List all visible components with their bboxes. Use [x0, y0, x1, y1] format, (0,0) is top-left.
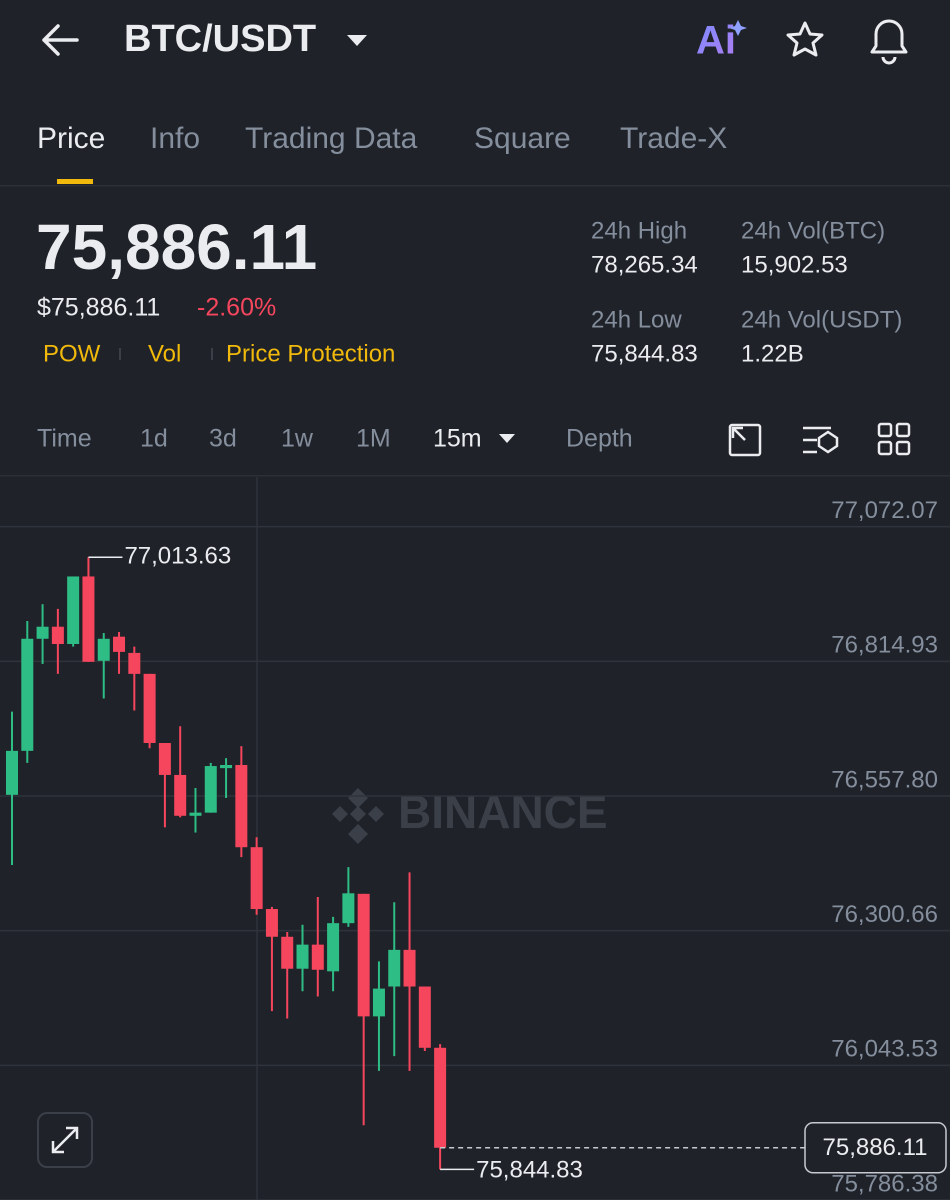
- ai-sparkle: [729, 20, 747, 36]
- ai-button[interactable]: Ai: [696, 19, 736, 63]
- candle-body: [97, 638, 110, 661]
- candle-body: [189, 812, 202, 816]
- candle-body: [357, 893, 370, 1017]
- pair-title[interactable]: BTC/USDT: [124, 18, 316, 60]
- candle-body: [67, 576, 80, 645]
- interval[interactable]: 3d: [209, 425, 237, 453]
- stat-value: 75,844.83: [591, 340, 698, 367]
- candle-body: [403, 949, 416, 987]
- divider: [0, 185, 950, 187]
- stat-label: 24h Vol(BTC): [741, 217, 885, 244]
- candle-body: [265, 909, 278, 937]
- candle-body: [21, 638, 34, 751]
- alert-button[interactable]: [870, 19, 908, 65]
- separator: [119, 348, 121, 360]
- candle-body: [158, 742, 171, 775]
- candle-body: [342, 893, 355, 924]
- tab[interactable]: Square: [474, 122, 571, 155]
- candle-body: [434, 1047, 447, 1148]
- candle-body: [143, 673, 156, 743]
- y-tick-label: 76,557.80: [831, 766, 938, 793]
- candle-body: [235, 764, 248, 848]
- candle-body: [6, 750, 18, 795]
- pair-dropdown[interactable]: [347, 35, 367, 46]
- separator: [211, 348, 213, 360]
- last-price: 75,886.11: [36, 211, 317, 283]
- interval[interactable]: 1M: [356, 425, 391, 453]
- y-tick-label: 75,786.38: [831, 1170, 938, 1197]
- candle-body: [250, 847, 263, 910]
- interval[interactable]: Depth: [566, 425, 633, 453]
- y-tick-label: 76,300.66: [831, 901, 938, 928]
- interval-dropdown[interactable]: [499, 434, 515, 443]
- tab[interactable]: Trading Data: [245, 122, 418, 155]
- stat-label: 24h Low: [591, 306, 682, 333]
- price-change: -2.60%: [197, 294, 276, 322]
- fullscreen-button[interactable]: [37, 1112, 93, 1168]
- favorite-button[interactable]: [786, 21, 824, 57]
- watermark: BINANCE: [398, 786, 608, 838]
- candle-body: [113, 636, 126, 652]
- candle-body: [174, 774, 187, 816]
- tab[interactable]: Price: [37, 122, 105, 155]
- last-price-label: 75,886.11: [823, 1134, 928, 1161]
- y-tick-label: 77,072.07: [831, 497, 938, 524]
- stat-value: 78,265.34: [591, 251, 698, 278]
- interval[interactable]: Time: [37, 425, 92, 453]
- stat-label: 24h High: [591, 217, 687, 244]
- tag[interactable]: Price Protection: [226, 340, 395, 367]
- stat-value: 15,902.53: [741, 251, 848, 278]
- last-price-box: [804, 1122, 947, 1174]
- y-tick-label: 76,814.93: [831, 632, 938, 659]
- tag[interactable]: Vol: [148, 340, 181, 367]
- candle-body: [220, 764, 233, 769]
- tab[interactable]: Info: [150, 122, 200, 155]
- candle-body: [204, 766, 217, 813]
- candle-body: [128, 652, 141, 674]
- candle-body: [418, 986, 431, 1048]
- high-annotation: 77,013.63: [124, 543, 231, 570]
- candle-body: [296, 944, 309, 969]
- candle-body: [82, 576, 95, 662]
- chart-tool-icons[interactable]: [728, 422, 911, 457]
- tab[interactable]: Trade-X: [620, 122, 727, 155]
- candle-body: [51, 626, 64, 645]
- candle-body: [281, 936, 294, 969]
- candle-body: [327, 923, 340, 972]
- stat-value: 1.22B: [741, 340, 804, 367]
- interval[interactable]: 15m: [433, 425, 482, 453]
- divider: [0, 475, 950, 477]
- low-annotation: 75,844.83: [476, 1157, 583, 1184]
- candle-body: [388, 949, 401, 987]
- y-tick-label: 76,043.53: [831, 1036, 938, 1063]
- stat-label: 24h Vol(USDT): [741, 306, 902, 333]
- interval[interactable]: 1w: [281, 425, 314, 453]
- candle-body: [36, 626, 49, 639]
- candle-body: [372, 988, 385, 1017]
- candle-body: [311, 944, 324, 970]
- fiat-price: $75,886.11: [37, 294, 160, 322]
- watermark-logo: [332, 788, 384, 844]
- back-button[interactable]: [42, 24, 79, 56]
- tag[interactable]: POW: [43, 340, 101, 367]
- tab-indicator: [57, 179, 93, 184]
- interval[interactable]: 1d: [140, 425, 168, 453]
